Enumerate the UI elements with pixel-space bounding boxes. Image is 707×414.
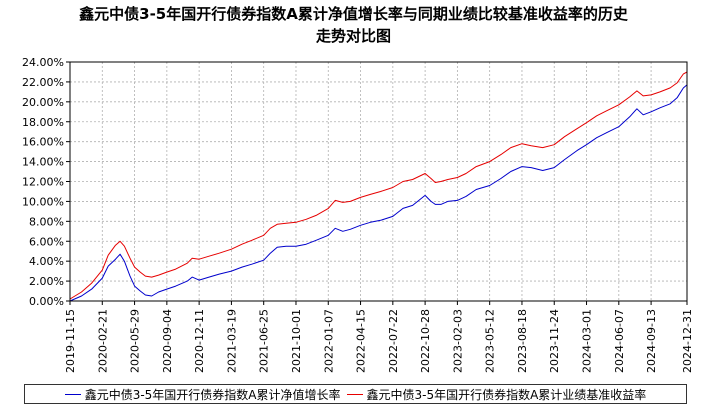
x-tick-label: 2024-03-01 <box>581 309 594 373</box>
x-tick-label: 2023-08-18 <box>516 309 529 373</box>
y-tick-label: 16.00% <box>22 136 64 149</box>
chart-title-line1: 鑫元中债3-5年国开行债券指数A累计净值增长率与同期业绩比较基准收益率的历史 <box>79 5 628 23</box>
legend-swatch-nav <box>64 393 81 395</box>
x-tick-label: 2021-10-01 <box>290 309 303 373</box>
x-tick-label: 2020-02-21 <box>96 309 109 373</box>
series-line-benchmark <box>69 71 688 300</box>
y-tick-label: 18.00% <box>22 116 64 129</box>
y-tick-label: 10.00% <box>22 195 64 208</box>
series-lines <box>69 71 688 302</box>
x-tick-label: 2022-07-22 <box>387 309 400 373</box>
x-tick-label: 2022-01-07 <box>322 309 335 373</box>
y-tick-label: 6.00% <box>29 235 64 248</box>
x-tick-label: 2024-06-07 <box>613 309 626 373</box>
x-tick-label: 2024-09-13 <box>645 309 658 373</box>
x-tick-label: 2023-02-03 <box>451 309 464 373</box>
x-tick-label: 2019-11-15 <box>64 309 77 373</box>
y-tick-label: 2.00% <box>29 275 64 288</box>
y-tick-label: 8.00% <box>29 215 64 228</box>
x-tick-label: 2022-04-15 <box>355 309 368 373</box>
x-tick-label: 2024-12-31 <box>681 309 694 373</box>
grid-lines <box>69 62 688 301</box>
legend-swatch-benchmark <box>346 393 363 395</box>
y-tick-label: 0.00% <box>29 295 64 308</box>
x-tick-label: 2021-03-19 <box>225 309 238 373</box>
line-chart: 0.00% 2.00% 4.00% 6.00% 8.00% 10.00% 12.00% 14.… <box>22 56 694 373</box>
legend-item-nav: 鑫元中债3-5年国开行债券指数A累计净值增长率 <box>64 386 341 403</box>
y-axis: 0.00% 2.00% 4.00% 6.00% 8.00% 10.00% 12.00% 14.… <box>22 56 70 308</box>
x-tick-label: 2020-12-11 <box>193 309 206 373</box>
legend-item-benchmark: 鑫元中债3-5年国开行债券指数A累计业绩基准收益率 <box>346 386 647 403</box>
x-tick-label: 2022-10-28 <box>419 309 432 373</box>
x-tick-label: 2020-05-29 <box>129 309 142 373</box>
y-tick-label: 20.00% <box>22 96 64 109</box>
series-line-nav <box>69 84 688 302</box>
y-tick-label: 14.00% <box>22 156 64 169</box>
plot-frame <box>69 61 688 302</box>
y-tick-label: 24.00% <box>22 56 64 69</box>
y-tick-label: 12.00% <box>22 176 64 189</box>
x-tick-label: 2023-05-12 <box>484 309 497 373</box>
x-axis: 2019-11-15 2020-02-21 2020-05-29 2020-09-04… <box>64 301 694 373</box>
x-tick-label: 2020-09-04 <box>161 309 174 373</box>
x-tick-label: 2023-11-24 <box>548 309 561 373</box>
x-tick-label: 2021-06-25 <box>258 309 271 373</box>
chart-title-line2: 走势对比图 <box>315 27 391 45</box>
y-tick-label: 22.00% <box>22 76 64 89</box>
legend: 鑫元中债3-5年国开行债券指数A累计净值增长率 鑫元中债3-5年国开行债券指数A… <box>24 384 687 404</box>
y-tick-label: 4.00% <box>29 255 64 268</box>
legend-label-benchmark: 鑫元中债3-5年国开行债券指数A累计业绩基准收益率 <box>366 387 647 402</box>
legend-label-nav: 鑫元中债3-5年国开行债券指数A累计净值增长率 <box>84 387 341 402</box>
